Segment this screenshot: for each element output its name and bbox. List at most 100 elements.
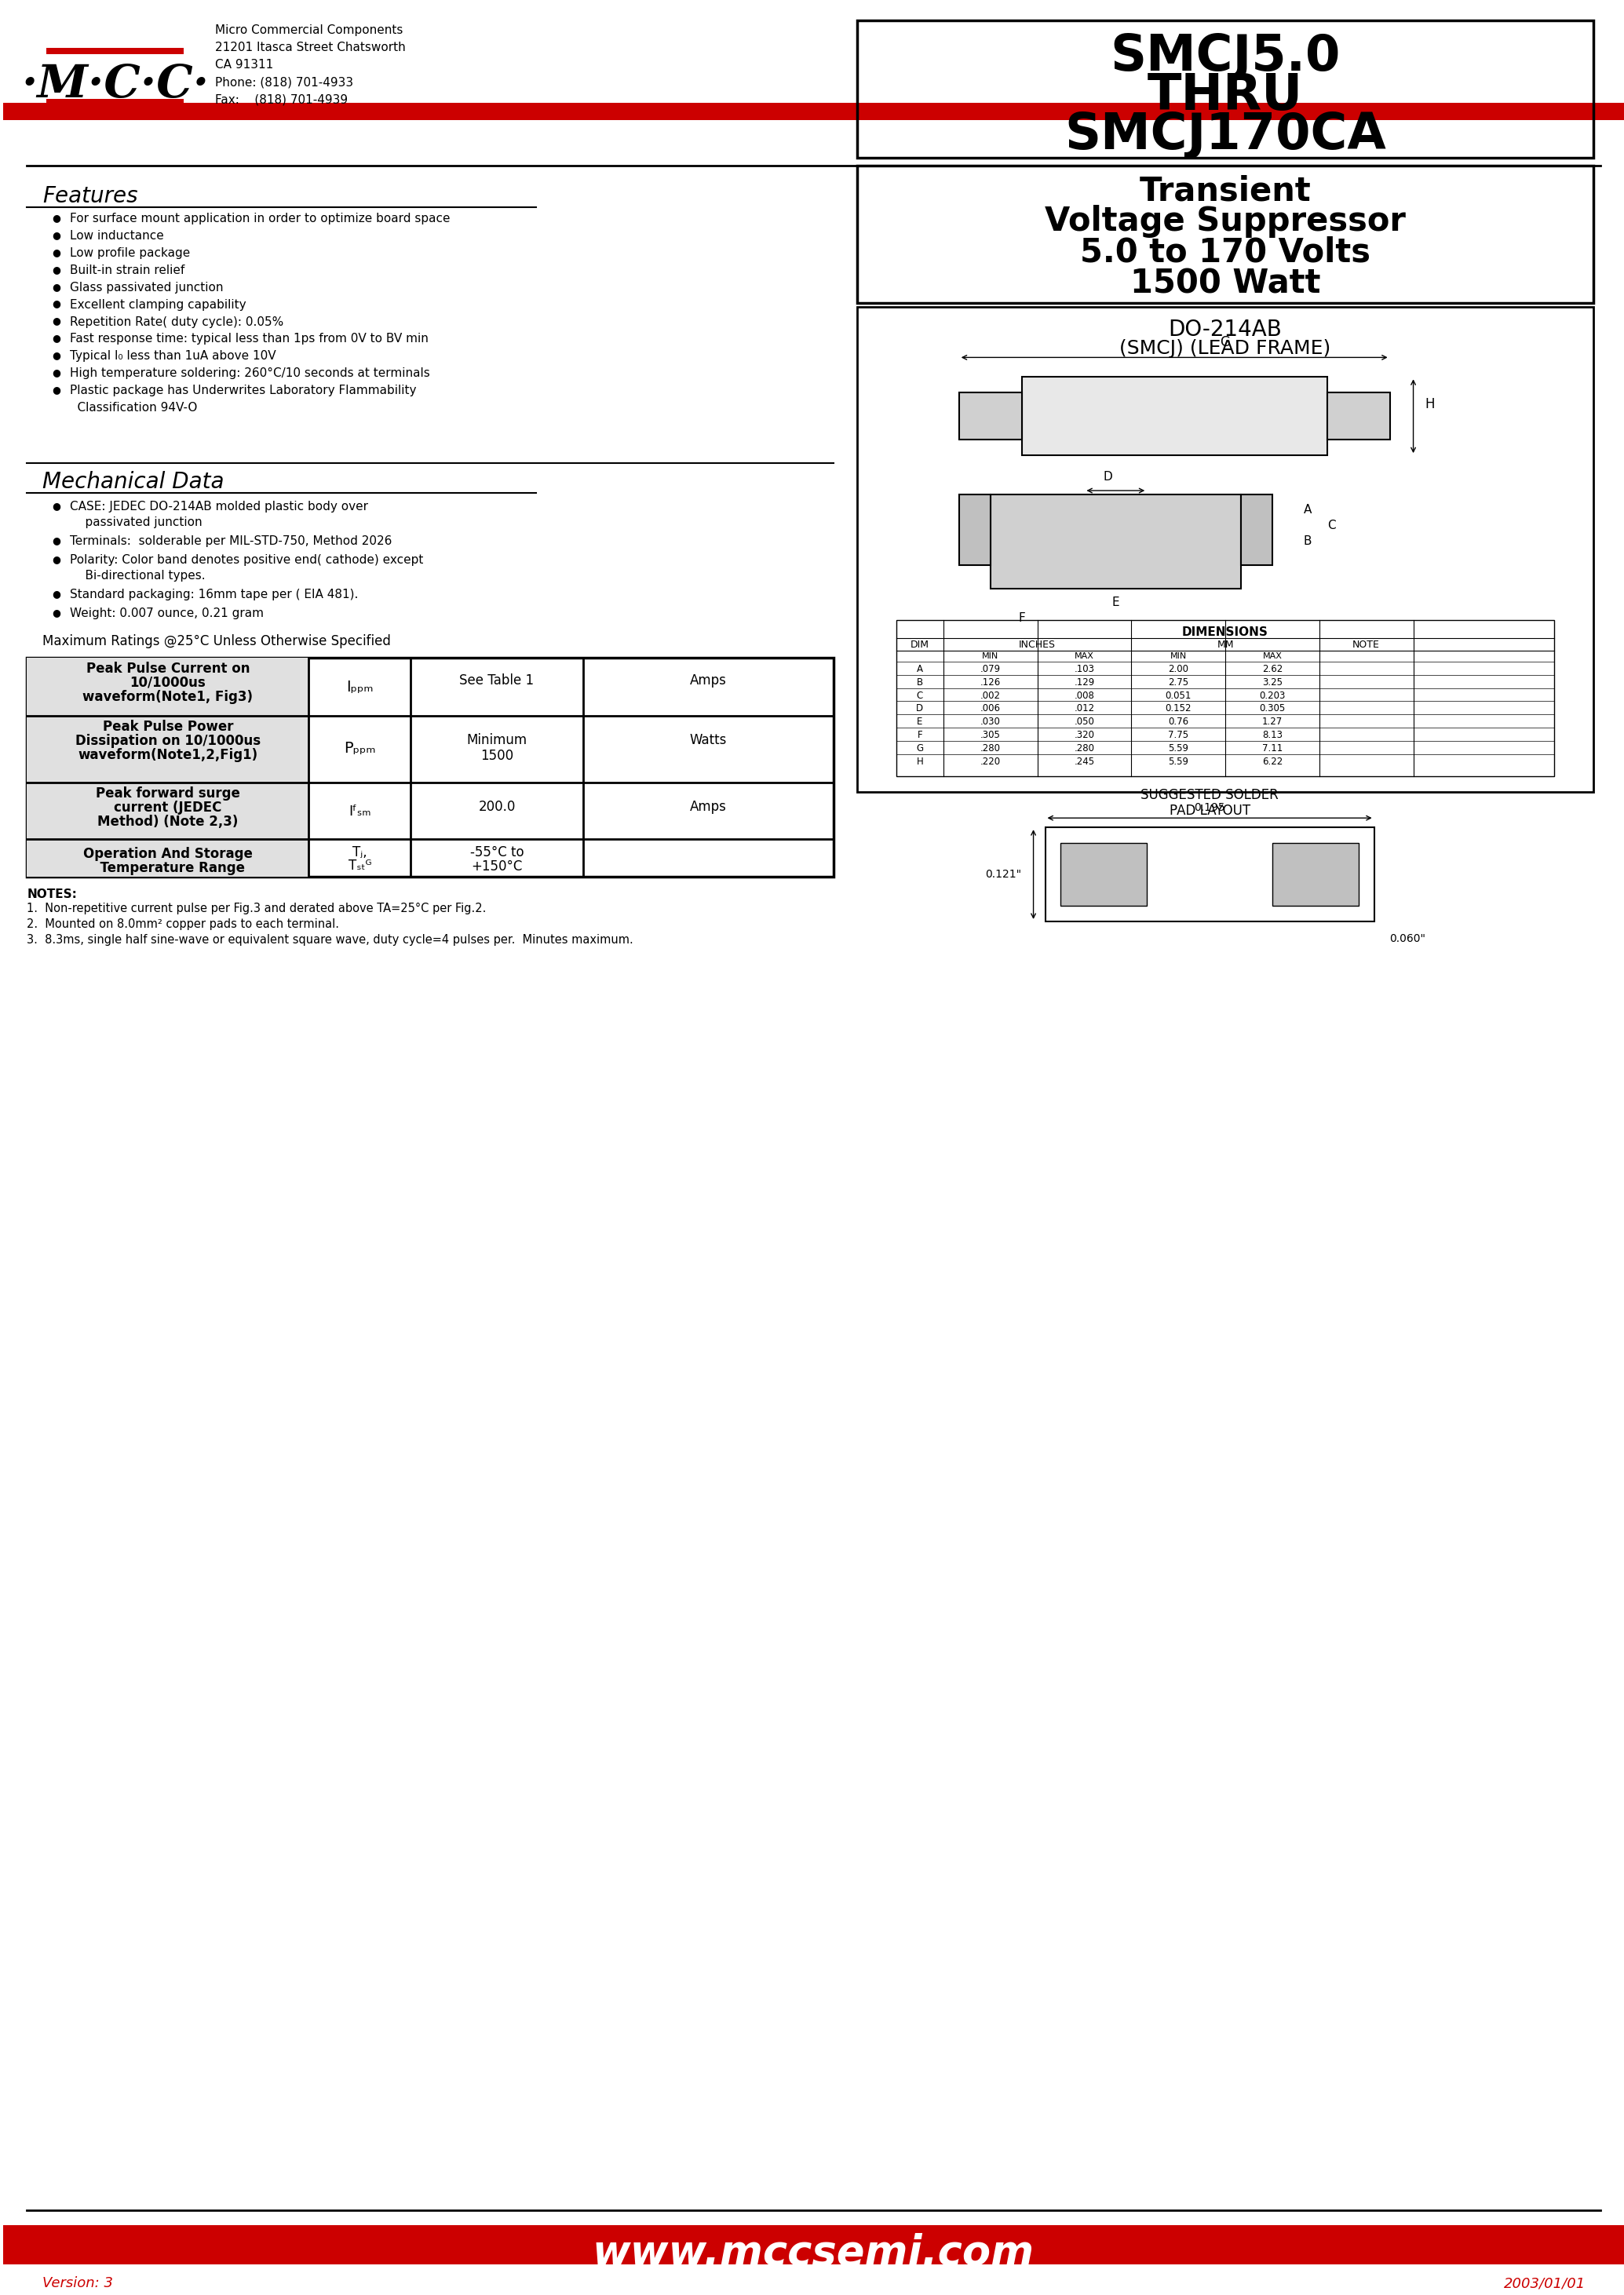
- Text: H: H: [1424, 397, 1436, 411]
- Text: ●: ●: [52, 608, 60, 617]
- Text: Maximum Ratings @25°C Unless Otherwise Specified: Maximum Ratings @25°C Unless Otherwise S…: [42, 633, 391, 647]
- Bar: [896, 620, 1554, 776]
- Text: Glass passivated junction: Glass passivated junction: [70, 282, 224, 294]
- Bar: [857, 21, 1593, 158]
- Text: www.mccsemi.com: www.mccsemi.com: [593, 2233, 1034, 2274]
- Text: 6.22: 6.22: [1262, 757, 1283, 767]
- Text: ●: ●: [52, 386, 60, 395]
- Text: F: F: [918, 730, 922, 741]
- Text: 3.25: 3.25: [1262, 677, 1283, 686]
- Text: Typical I₀ less than 1uA above 10V: Typical I₀ less than 1uA above 10V: [70, 351, 276, 363]
- Bar: [28, 656, 833, 877]
- Bar: [1327, 392, 1390, 441]
- Text: THRU: THRU: [1148, 71, 1302, 119]
- Text: Temperature Range: Temperature Range: [91, 861, 245, 874]
- Text: Bi-directional types.: Bi-directional types.: [70, 569, 206, 581]
- Text: .280: .280: [1073, 744, 1095, 753]
- Text: 1500: 1500: [481, 748, 513, 764]
- Text: C: C: [1327, 521, 1335, 532]
- Text: 10/1000us: 10/1000us: [130, 675, 206, 688]
- Text: Tⱼ,: Tⱼ,: [352, 845, 367, 861]
- Text: Fax:    (818) 701-4939: Fax: (818) 701-4939: [214, 94, 348, 106]
- Text: NOTES:: NOTES:: [28, 888, 76, 900]
- Text: B: B: [916, 677, 922, 686]
- Text: Method) (Note 2,3): Method) (Note 2,3): [97, 815, 239, 828]
- Text: D: D: [916, 705, 924, 714]
- Bar: [47, 48, 184, 55]
- Text: Low profile package: Low profile package: [70, 248, 190, 259]
- Text: MIN: MIN: [983, 652, 999, 659]
- Text: 3.  8.3ms, single half sine-wave or equivalent square wave, duty cycle=4 pulses : 3. 8.3ms, single half sine-wave or equiv…: [28, 934, 633, 946]
- Text: Voltage Suppressor: Voltage Suppressor: [1044, 204, 1406, 239]
- Text: ●: ●: [52, 367, 60, 379]
- Text: .006: .006: [981, 705, 1000, 714]
- Text: Repetition Rate( duty cycle): 0.05%: Repetition Rate( duty cycle): 0.05%: [70, 317, 284, 328]
- Bar: [1272, 842, 1358, 907]
- Text: passivated junction: passivated junction: [70, 516, 203, 528]
- Text: ●: ●: [52, 317, 60, 326]
- Bar: [3, 103, 1624, 119]
- Text: .050: .050: [1073, 716, 1095, 728]
- Text: Fast response time: typical less than 1ps from 0V to BV min: Fast response time: typical less than 1p…: [70, 333, 429, 344]
- Text: Terminals:  solderable per MIL-STD-750, Method 2026: Terminals: solderable per MIL-STD-750, M…: [70, 535, 391, 546]
- Bar: [1060, 842, 1147, 907]
- Text: .126: .126: [979, 677, 1000, 686]
- Text: 0.060": 0.060": [1390, 934, 1426, 943]
- Text: ●: ●: [52, 500, 60, 512]
- Bar: [1046, 828, 1374, 920]
- Text: 7.75: 7.75: [1168, 730, 1189, 741]
- Text: Features: Features: [42, 186, 138, 207]
- Text: ·M·C·C·: ·M·C·C·: [21, 62, 209, 108]
- Text: current (JEDEC: current (JEDEC: [114, 801, 222, 815]
- Text: Polarity: Color band denotes positive end( cathode) except: Polarity: Color band denotes positive en…: [70, 553, 424, 567]
- Text: Transient: Transient: [1140, 174, 1311, 209]
- Bar: [1021, 376, 1327, 454]
- Text: Peak Pulse Power: Peak Pulse Power: [102, 721, 234, 734]
- Bar: [28, 840, 309, 877]
- Text: 0.305: 0.305: [1259, 705, 1285, 714]
- Text: .220: .220: [979, 757, 1000, 767]
- Text: MAX: MAX: [1075, 652, 1095, 659]
- Text: waveform(Note1,2,Fig1): waveform(Note1,2,Fig1): [78, 748, 258, 762]
- Text: INCHES: INCHES: [1018, 640, 1056, 649]
- Text: Amps: Amps: [690, 801, 726, 815]
- Text: +150°C: +150°C: [471, 861, 523, 874]
- Text: DIMENSIONS: DIMENSIONS: [1182, 627, 1268, 638]
- Text: G: G: [1220, 335, 1231, 349]
- Text: 1.27: 1.27: [1262, 716, 1283, 728]
- Text: Dissipation on 10/1000us: Dissipation on 10/1000us: [75, 734, 260, 748]
- Bar: [28, 783, 309, 840]
- Text: H: H: [916, 757, 924, 767]
- Text: SMCJ5.0: SMCJ5.0: [1111, 32, 1340, 80]
- Text: 5.59: 5.59: [1168, 757, 1189, 767]
- Text: .280: .280: [981, 744, 1000, 753]
- Text: Tₛₜᴳ: Tₛₜᴳ: [348, 858, 372, 872]
- Text: MAX: MAX: [1262, 652, 1281, 659]
- Text: Classification 94V-O: Classification 94V-O: [62, 402, 198, 413]
- Text: Plastic package has Underwrites Laboratory Flammability: Plastic package has Underwrites Laborato…: [70, 386, 416, 397]
- Text: DIM: DIM: [911, 640, 929, 649]
- Text: .012: .012: [1073, 705, 1095, 714]
- Text: C: C: [916, 691, 922, 700]
- Text: SUGGESTED SOLDER: SUGGESTED SOLDER: [1140, 787, 1278, 803]
- Text: Peak Pulse Current on: Peak Pulse Current on: [86, 661, 250, 675]
- Text: ●: ●: [52, 264, 60, 275]
- Text: Built-in strain relief: Built-in strain relief: [70, 264, 185, 275]
- Text: ●: ●: [52, 351, 60, 360]
- Text: 7.11: 7.11: [1262, 744, 1283, 753]
- Text: CA 91311: CA 91311: [214, 60, 273, 71]
- Text: Operation And Storage: Operation And Storage: [83, 847, 253, 861]
- Text: 2.  Mounted on 8.0mm² copper pads to each terminal.: 2. Mounted on 8.0mm² copper pads to each…: [28, 918, 339, 929]
- Text: D: D: [1103, 470, 1112, 482]
- Bar: [1241, 493, 1272, 565]
- Text: 1.  Non-repetitive current pulse per Fig.3 and derated above TA=25°C per Fig.2.: 1. Non-repetitive current pulse per Fig.…: [28, 902, 486, 913]
- Text: Weight: 0.007 ounce, 0.21 gram: Weight: 0.007 ounce, 0.21 gram: [70, 608, 263, 620]
- Text: E: E: [1112, 597, 1119, 608]
- Text: PAD LAYOUT: PAD LAYOUT: [1169, 803, 1250, 817]
- Text: Phone: (818) 701-4933: Phone: (818) 701-4933: [214, 76, 352, 87]
- Bar: [28, 716, 309, 783]
- Text: MM: MM: [1216, 640, 1234, 649]
- Text: ●: ●: [52, 553, 60, 565]
- Text: Peak forward surge: Peak forward surge: [96, 787, 240, 801]
- Text: DO-214AB: DO-214AB: [1168, 319, 1283, 340]
